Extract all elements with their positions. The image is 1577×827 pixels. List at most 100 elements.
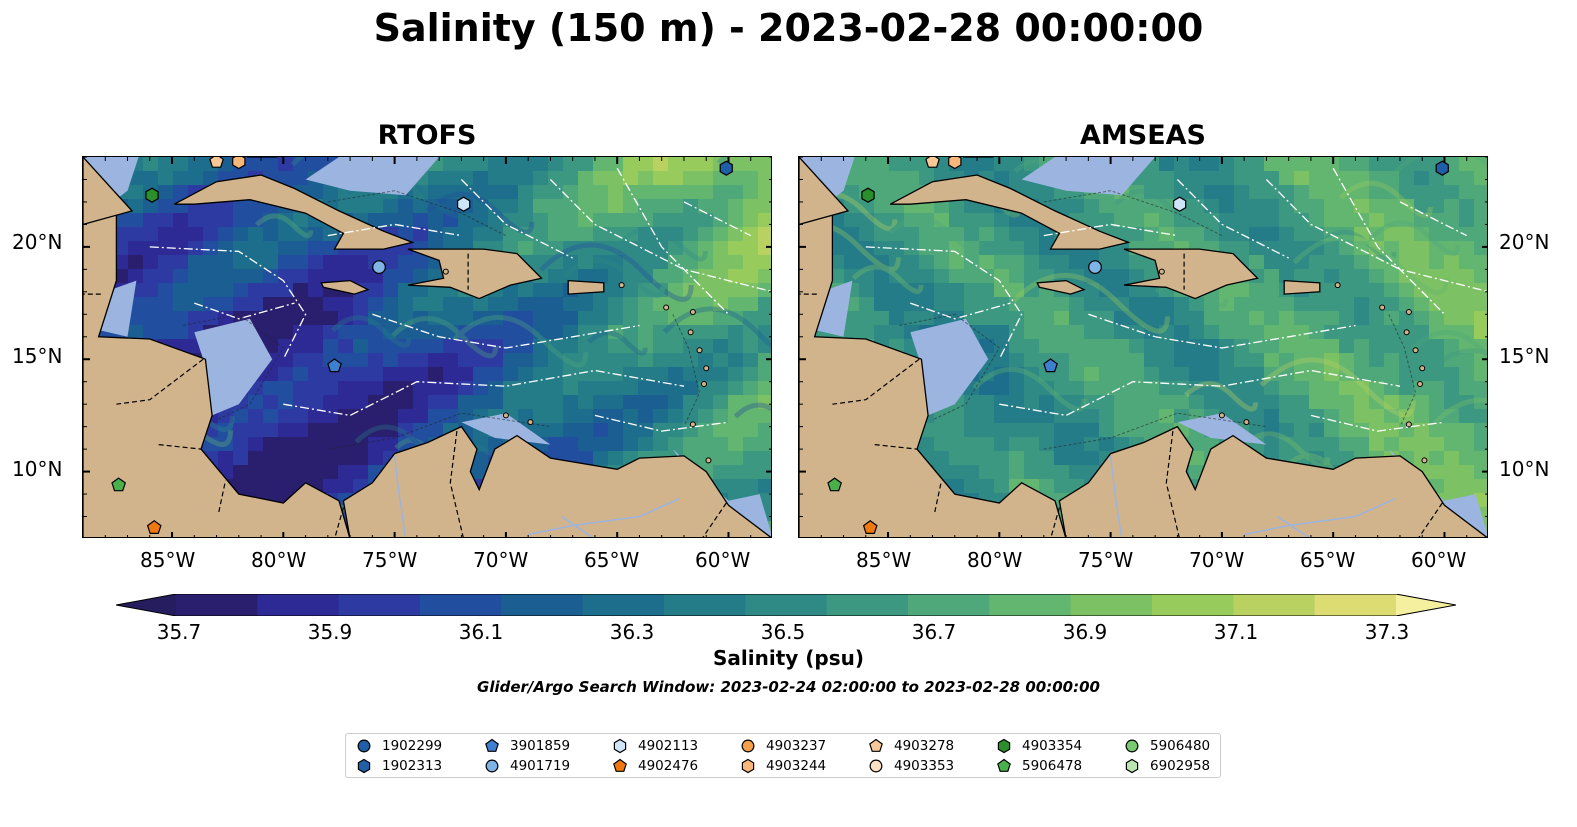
legend-marker: [485, 738, 499, 752]
colorbar-segment: [826, 594, 909, 616]
eez-boundary: [194, 302, 295, 320]
legend-label: 4901719: [510, 758, 571, 774]
eez-boundary: [1043, 223, 1178, 237]
lon-label: 85°W: [140, 548, 196, 572]
country-border: [702, 502, 727, 537]
colorbar-tick: 36.1: [458, 620, 504, 644]
hexagon-marker-icon: [997, 738, 1011, 754]
country-border: [218, 480, 227, 513]
colorbar-segment: [1070, 594, 1153, 616]
legend-item-5906480: 5906480: [1124, 737, 1210, 755]
depth-contour: [1388, 314, 1417, 427]
colorbar-tick: 36.9: [1062, 620, 1108, 644]
land-area: [173, 174, 415, 250]
colorbar-tick: 36.3: [609, 620, 655, 644]
colorbar-segment: [989, 594, 1072, 616]
colorbar-segment: [501, 594, 584, 616]
float-marker-4903278: [925, 157, 940, 168]
legend-label: 4903237: [766, 738, 827, 754]
circle-marker-icon: [1125, 739, 1139, 753]
hexagon-marker-icon: [613, 738, 627, 754]
country-border: [334, 507, 344, 537]
land-area: [1058, 425, 1487, 537]
legend-item-5906478: 5906478: [996, 757, 1082, 775]
legend-marker: [357, 739, 371, 753]
colorbar-tick: 37.1: [1213, 620, 1259, 644]
colorbar-segment: [257, 594, 340, 616]
float-marker-4901719: [1088, 260, 1102, 275]
legend-marker: [485, 759, 499, 773]
country-border: [449, 431, 464, 537]
legend-item-1902299: 1902299: [356, 737, 442, 755]
legend-marker: [1125, 739, 1139, 753]
island: [689, 309, 696, 316]
colorbar-segment: [420, 594, 502, 616]
lat-label: 10°N: [12, 457, 63, 481]
island: [1405, 309, 1412, 316]
depth-contour: [183, 313, 284, 421]
colorbar-segment: [582, 594, 665, 616]
float-marker-5906478: [111, 477, 127, 492]
legend-item-3901859: 3901859: [484, 737, 570, 755]
lon-label: 80°W: [251, 548, 307, 572]
lon-label: 70°W: [473, 548, 529, 572]
eez-boundary: [460, 179, 573, 259]
colorbar-segment: [1314, 594, 1397, 616]
island: [696, 347, 703, 354]
island: [442, 268, 449, 275]
river: [1109, 455, 1123, 537]
float-marker-4903244: [232, 157, 246, 170]
eez-boundary: [910, 302, 1011, 320]
search-window-note: Glider/Argo Search Window: 2023-02-24 02…: [477, 678, 1100, 696]
island: [1403, 329, 1410, 336]
eez-boundary: [999, 369, 1401, 417]
island: [1405, 421, 1412, 428]
colorbar-label: Salinity (psu): [712, 646, 864, 670]
shelf-area: [1177, 413, 1267, 445]
country-border: [934, 480, 943, 513]
island: [1158, 268, 1165, 275]
lon-label: 85°W: [856, 548, 912, 572]
island: [618, 282, 625, 289]
eez-boundary: [594, 414, 729, 432]
legend-marker: [869, 738, 883, 752]
legend-marker: [997, 758, 1011, 772]
colorbar-extend-high: [1396, 594, 1456, 616]
panel-title-rtofs: RTOFS: [377, 120, 477, 151]
map-panel-rtofs[interactable]: [82, 156, 772, 538]
float-marker-3901859: [1043, 358, 1058, 373]
island: [705, 457, 712, 464]
legend-marker: [357, 758, 371, 774]
float-marker-4901719: [372, 260, 386, 275]
eez-boundary: [1265, 179, 1487, 292]
lat-label: 15°N: [12, 344, 63, 368]
legend-label: 6902958: [1150, 758, 1211, 774]
map-panel-amseas[interactable]: [798, 156, 1488, 538]
river: [393, 455, 407, 537]
lon-label: 80°W: [967, 548, 1023, 572]
legend-item-4903278: 4903278: [868, 737, 954, 755]
land-area: [320, 279, 370, 295]
colorbar-segment: [664, 594, 746, 616]
float-marker-4903354: [861, 187, 875, 203]
legend-item-4902476: 4902476: [612, 757, 698, 775]
hexagon-marker-icon: [1125, 758, 1139, 774]
land-area: [83, 157, 134, 226]
island: [701, 380, 707, 387]
island: [1421, 457, 1428, 464]
eez-boundary: [1088, 313, 1356, 349]
land-area: [799, 157, 850, 226]
country-border: [1165, 431, 1180, 537]
lon-label: 70°W: [1189, 548, 1245, 572]
legend-label: 4903278: [894, 738, 955, 754]
eez-boundary: [865, 246, 1023, 360]
colorbar-tick: 35.9: [307, 620, 353, 644]
legend-label: 4903244: [766, 758, 827, 774]
island: [703, 365, 710, 372]
legend-marker: [741, 758, 755, 774]
legend-item-4903353: 4903353: [868, 757, 954, 775]
colorbar-tick: 37.3: [1364, 620, 1410, 644]
eez-boundary: [1399, 201, 1467, 237]
colorbar-segment: [176, 594, 258, 616]
eez-boundary: [372, 313, 640, 349]
